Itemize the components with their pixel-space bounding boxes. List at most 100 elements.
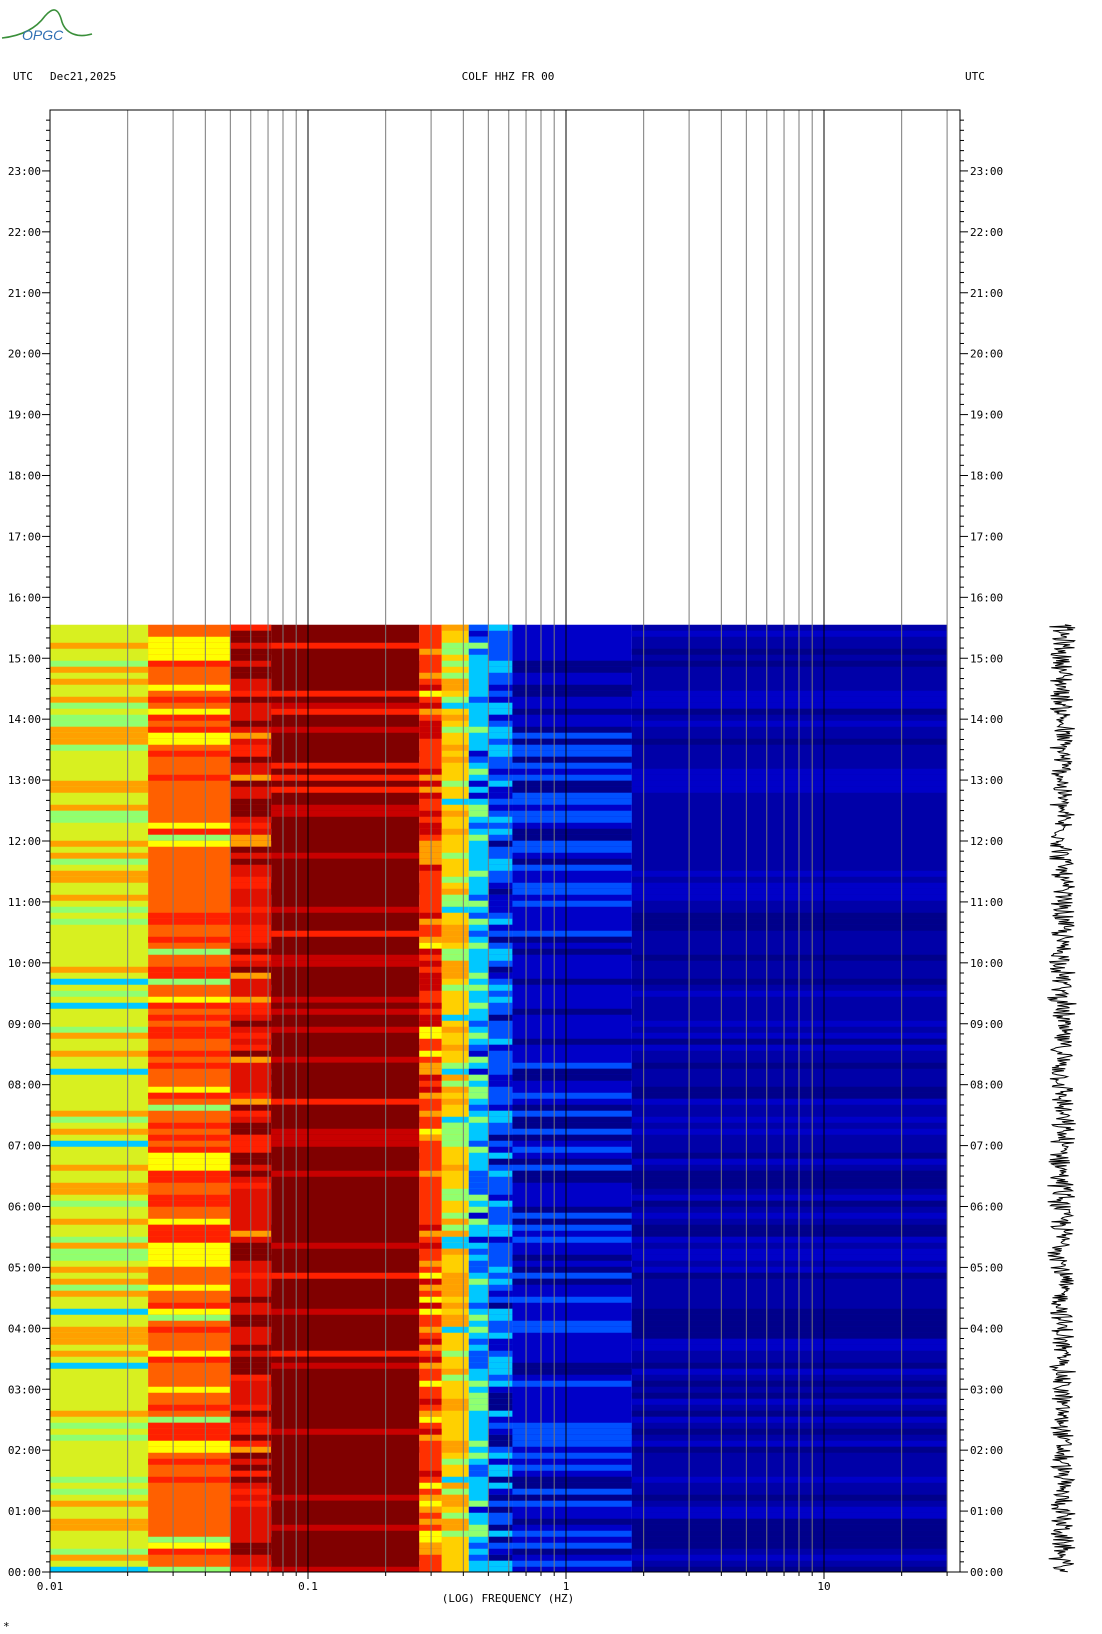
spectrum-row [419,1416,442,1423]
spectrum-row [148,1092,231,1099]
spectrum-row [148,966,231,973]
spectrum-row [271,1140,420,1147]
spectrum-row [512,780,632,787]
spectrum-row [631,1020,948,1027]
spectrum-row [148,1236,231,1243]
spectrum-row [631,978,948,985]
spectrum-row [488,1278,513,1285]
spectrum-row [271,1020,420,1027]
spectrum-row [488,1074,513,1081]
spectrum-row [441,930,469,937]
spectrum-row [512,888,632,895]
spectrum-row [441,888,469,895]
spectrum-row [50,1434,149,1441]
spectrum-row [419,1362,442,1369]
spectrum-row [631,1428,948,1435]
spectrum-row [419,702,442,709]
spectrum-row [419,1536,442,1543]
y-tick-label-left: 02:00 [8,1444,41,1457]
spectrum-row [631,720,948,727]
spectrum-row [631,1062,948,1069]
spectrum-row [488,840,513,847]
spectrum-row [512,762,632,769]
spectrum-row [512,1212,632,1219]
spectrum-row [441,936,469,943]
spectrum-row [271,1524,420,1531]
spectrum-row [512,1434,632,1441]
spectrum-row [631,1536,948,1543]
spectrum-row [441,1284,469,1291]
spectrum-row [441,1512,469,1519]
spectrum-row [50,1236,149,1243]
spectrum-row [488,1356,513,1363]
spectrum-row [441,1218,469,1225]
spectrum-row [512,1488,632,1495]
spectrum-row [488,888,513,895]
spectrum-row [488,1230,513,1237]
spectrum-row [50,1326,149,1333]
spectrum-row [271,972,420,979]
spectrum-row [512,744,632,751]
spectrum-row [631,1308,948,1315]
spectrum-row [512,1158,632,1165]
y-tick-label-left: 10:00 [8,957,41,970]
spectrum-row [271,1152,420,1159]
spectrum-row [148,714,231,721]
spectrum-row [468,1350,489,1357]
spectrum-row [631,1182,948,1189]
spectrum-row [148,1170,231,1177]
spectrum-row [148,1476,231,1483]
spectrum-row [148,1050,231,1057]
spectrum-row [50,1278,149,1285]
spectrum-row [148,912,231,919]
spectrum-row [631,1248,948,1255]
spectrum-row [468,1326,489,1333]
spectrum-row [441,1194,469,1201]
spectrum-row [441,954,469,961]
spectrum-row [419,1092,442,1099]
y-tick-label-left: 13:00 [8,774,41,787]
spectrum-row [512,1116,632,1123]
spectrum-row [488,1494,513,1501]
spectrum-row [488,984,513,991]
spectrum-row [50,1284,149,1291]
spectrum-row [441,1482,469,1489]
spectrum-row [488,996,513,1003]
spectrum-row [271,1086,420,1093]
spectrum-row [441,714,469,721]
spectrum-row [148,948,231,955]
spectrum-row [468,1212,489,1219]
spectrum-row [631,1224,948,1231]
spectrum-row [512,1542,632,1549]
spectrum-row [468,1530,489,1537]
spectrum-row [512,1224,632,1231]
spectrum-row [488,1104,513,1111]
spectrum-row [441,1242,469,1249]
spectrum-row [419,774,442,781]
spectrum-row [631,1236,948,1243]
spectrum-row [419,1224,442,1231]
y-tick-label-right: 15:00 [970,652,1003,665]
spectrum-row [441,894,469,901]
spectrum-row [468,1056,489,1063]
y-tick-label-right: 20:00 [970,348,1003,361]
x-tick-label: 0.01 [37,1580,64,1593]
spectrum-row [419,1032,442,1039]
spectrum-row [419,1482,442,1489]
spectrum-row [512,900,632,907]
spectrum-row [50,642,149,649]
spectrum-row [148,1314,231,1321]
y-tick-label-right: 19:00 [970,409,1003,422]
spectrum-row [148,696,231,703]
spectrum-row [488,1224,513,1231]
spectrum-row [50,780,149,787]
spectrum-row [631,708,948,715]
spectrum-row [512,1500,632,1507]
spectrum-row [148,750,231,757]
spectrum-row [468,756,489,763]
spectrum-row [631,1506,948,1513]
y-tick-label-right: 18:00 [970,470,1003,483]
spectrum-row [441,960,469,967]
y-tick-label-right: 21:00 [970,287,1003,300]
y-tick-label-right: 07:00 [970,1140,1003,1153]
